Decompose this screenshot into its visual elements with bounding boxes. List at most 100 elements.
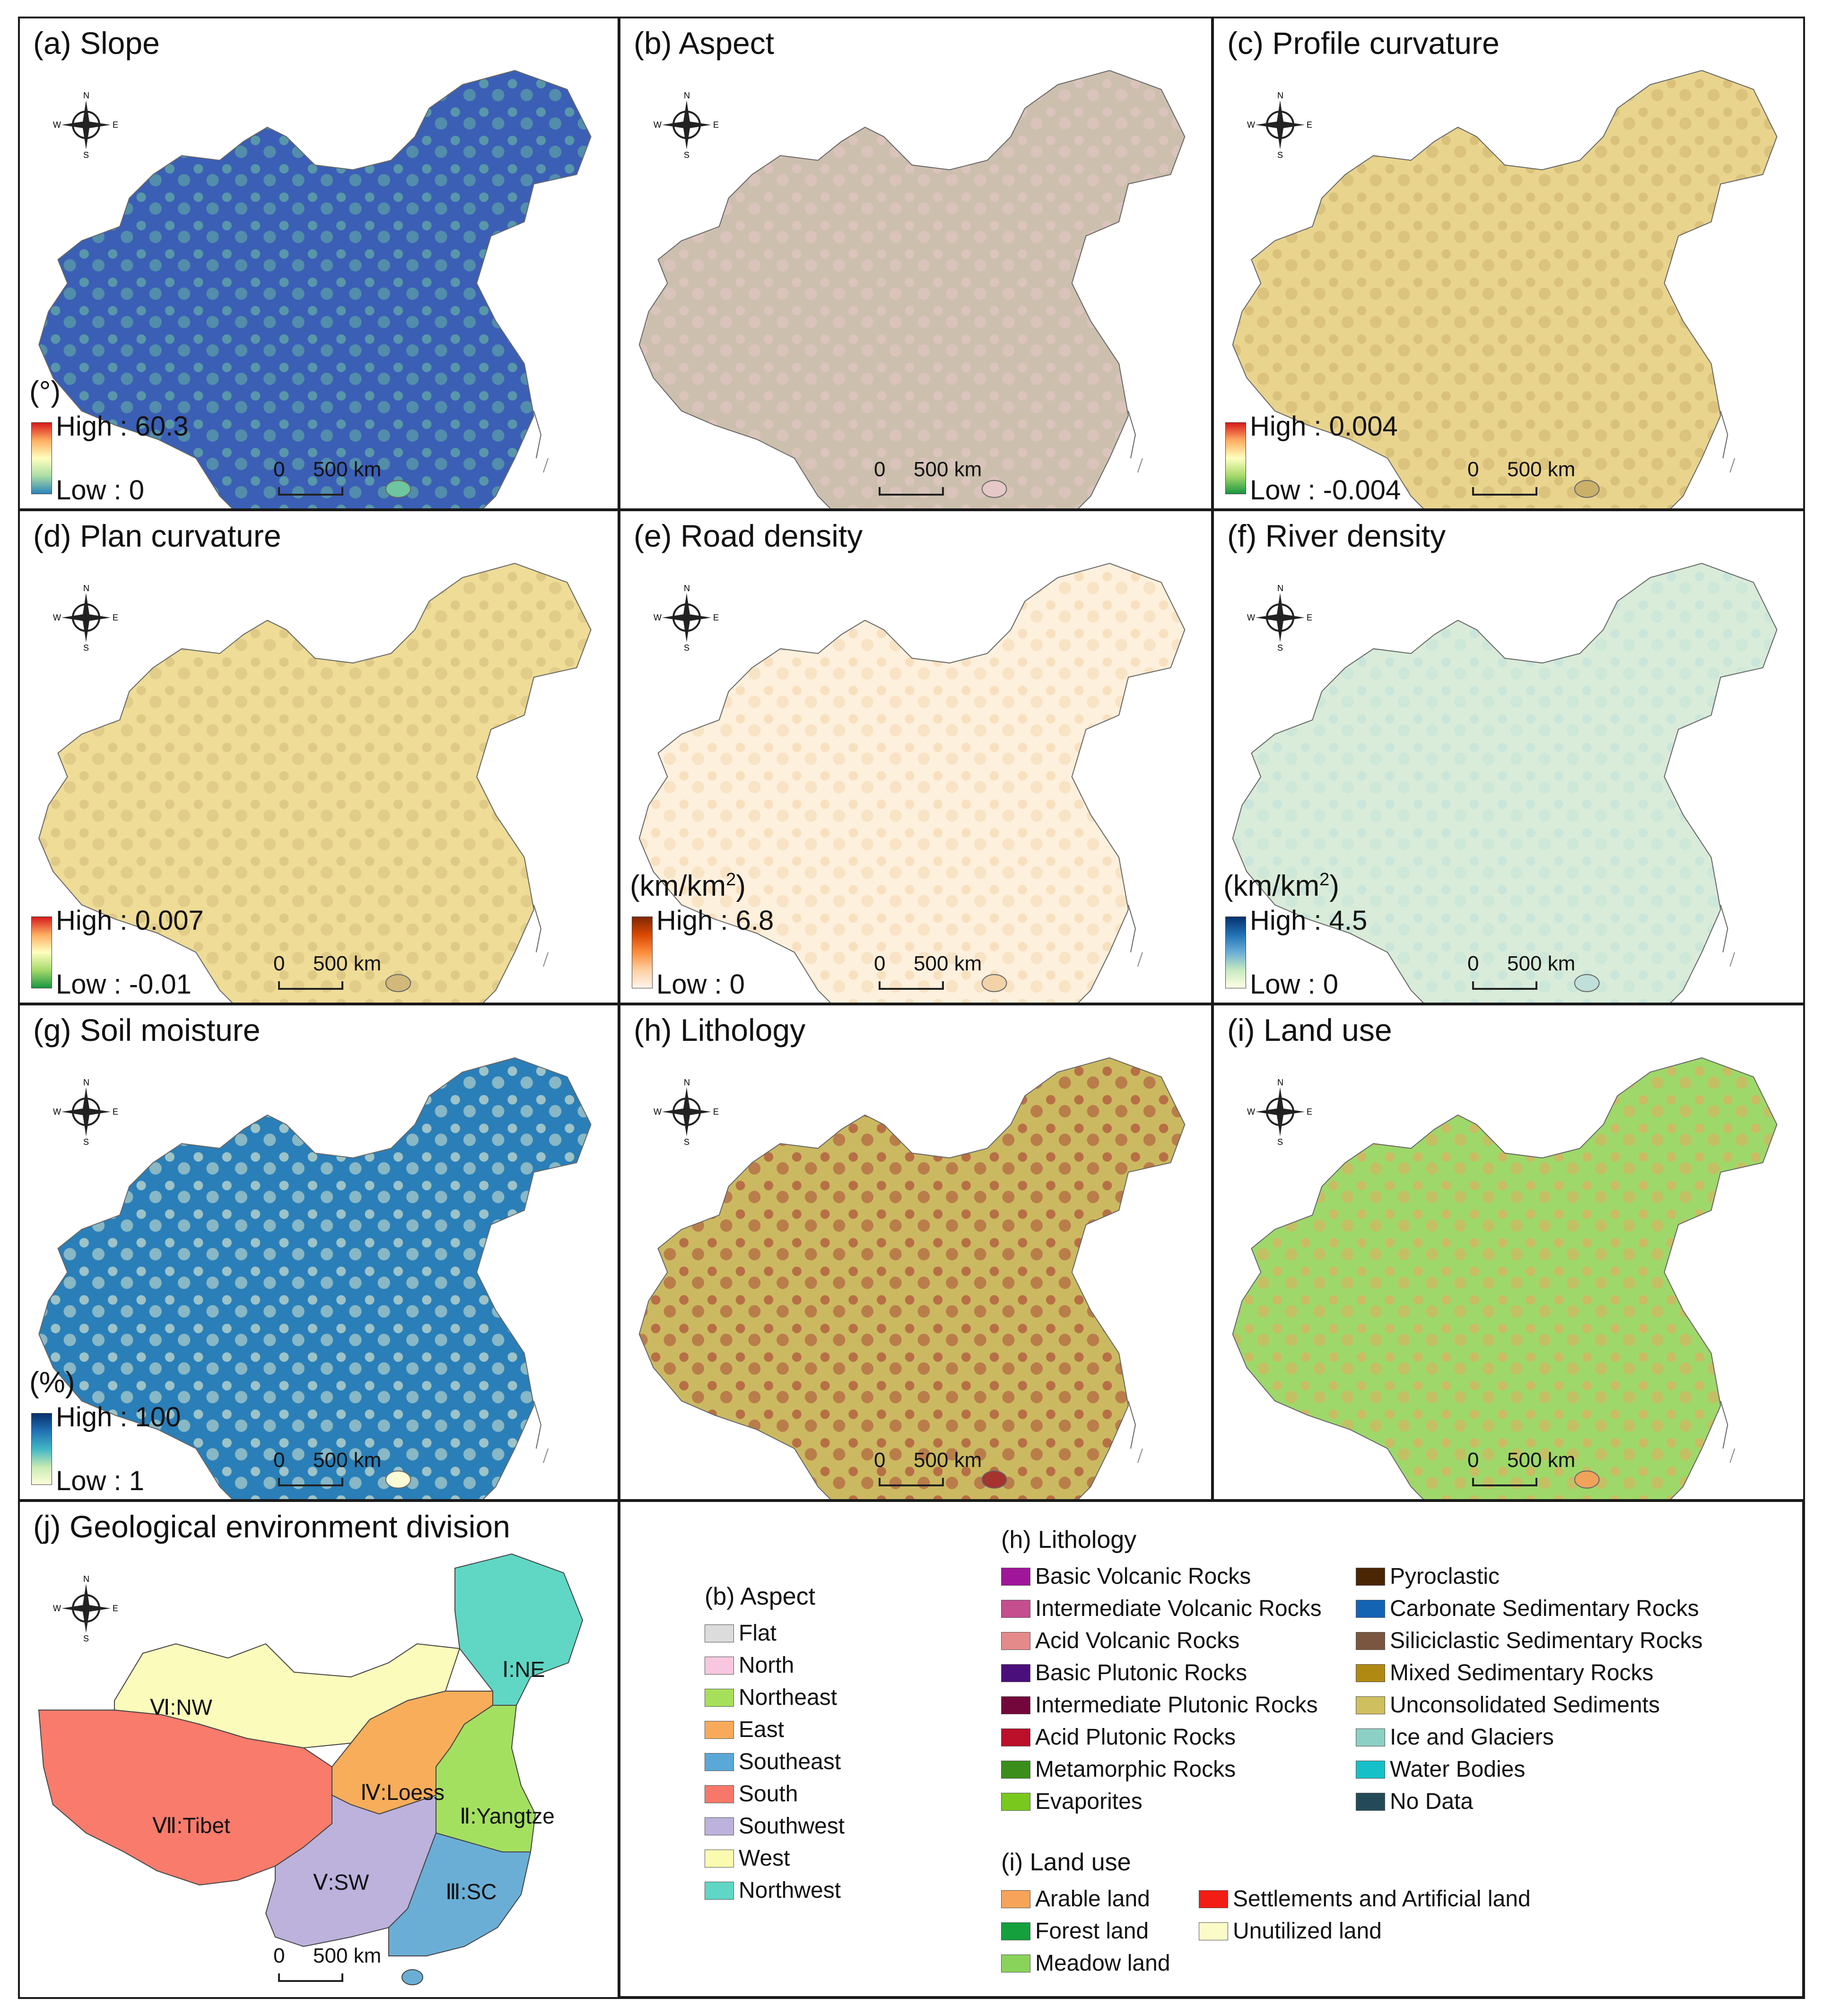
color-ramp [31, 916, 52, 988]
svg-text:W: W [53, 120, 61, 130]
legend-item: Basic Volcanic Rocks [1001, 1563, 1251, 1589]
compass-rose-icon: N S E W [654, 585, 719, 651]
scale-bar: 0 500 km [273, 952, 415, 995]
legend-item: Intermediate Volcanic Rocks [1001, 1596, 1322, 1622]
legend-swatch [1356, 1567, 1385, 1586]
svg-text:E: E [1307, 120, 1312, 130]
china-map [38, 1057, 592, 1499]
svg-text:E: E [713, 1107, 719, 1117]
legend-item: Water Bodies [1356, 1756, 1525, 1782]
legend-panel: (b) Aspect Flat North Northeast East Southea… [619, 1500, 1805, 1999]
scale-bar: 0 500 km [273, 458, 415, 500]
label-nw: Ⅵ:NW [150, 1695, 212, 1719]
legend-high: High : 0.007 [56, 905, 204, 936]
legend-unit: (°) [29, 375, 61, 408]
legend-swatch [1199, 1890, 1228, 1908]
compass-rose-icon: N S E W [1247, 92, 1312, 158]
legend-item: Flat [705, 1620, 776, 1646]
svg-text:S: S [83, 150, 89, 158]
label-yangtze: Ⅱ:Yangtze [460, 1804, 555, 1828]
compass-rose-icon: N S E W [654, 92, 719, 158]
legend-item: West [705, 1845, 790, 1871]
svg-text:E: E [1307, 613, 1312, 622]
svg-text:W: W [1247, 120, 1255, 130]
legend-low: Low : 0 [656, 969, 745, 1000]
legend-swatch [1001, 1567, 1030, 1586]
region-sc [388, 1832, 532, 1956]
china-map [38, 70, 592, 508]
svg-text:N: N [83, 1079, 89, 1087]
panel-title: (g) Soil moisture [33, 1012, 261, 1047]
label-sc: Ⅲ:SC [445, 1879, 497, 1904]
panel-title: (h) Lithology [634, 1012, 806, 1047]
svg-text:W: W [53, 1604, 61, 1613]
svg-text:E: E [713, 613, 719, 622]
color-ramp [31, 422, 52, 494]
svg-text:W: W [53, 1107, 61, 1117]
legend-swatch [705, 1656, 734, 1675]
label-ne: Ⅰ:NE [502, 1657, 545, 1682]
legend-item: Arable land [1001, 1886, 1150, 1912]
scale-bar: 0 500 km [1467, 458, 1609, 500]
legend-swatch [1356, 1664, 1385, 1682]
svg-text:N: N [684, 585, 690, 593]
legend-item: Metamorphic Rocks [1001, 1756, 1236, 1782]
legend-swatch [1001, 1599, 1030, 1618]
scale-bar: 0 500 km [273, 1944, 415, 1987]
svg-text:S: S [83, 1634, 89, 1641]
legend-swatch [1001, 1760, 1030, 1779]
svg-text:W: W [654, 1107, 662, 1117]
legend-swatch [1199, 1922, 1228, 1940]
legend-unit: (km/km2) [1223, 870, 1339, 902]
scale-bar: 0 500 km [1467, 1449, 1609, 1491]
panel-geological-division: (j) Geological environment division N S … [18, 1500, 619, 1999]
svg-text:W: W [654, 613, 662, 622]
svg-text:E: E [713, 120, 719, 130]
panel-title: (b) Aspect [634, 26, 775, 61]
legend-item: Settlements and Artificial land [1199, 1886, 1531, 1912]
label-sw: Ⅴ:SW [313, 1870, 369, 1894]
panel-title: (f) River density [1227, 518, 1446, 553]
legend-swatch [1356, 1696, 1385, 1714]
compass-rose-icon: N S E W [53, 1575, 118, 1641]
legend-high: High : 6.8 [656, 905, 774, 936]
legend-high: High : 0.004 [1250, 411, 1398, 442]
svg-text:S: S [1277, 643, 1283, 651]
legend-item: Carbonate Sedimentary Rocks [1356, 1596, 1699, 1622]
scale-bar: 0 500 km [874, 458, 1016, 500]
svg-text:N: N [1277, 585, 1283, 593]
svg-text:S: S [83, 1137, 89, 1145]
color-ramp [1225, 422, 1246, 494]
legend-landuse-title: (i) Land use [1001, 1849, 1131, 1876]
svg-text:W: W [53, 613, 61, 622]
legend-swatch [1001, 1632, 1030, 1650]
legend-low: Low : 0 [1250, 969, 1338, 1000]
legend-swatch [1001, 1728, 1030, 1746]
panel-slope: (a) Slope N S E W (°) High : 60.3 Low : 0 … [18, 17, 619, 510]
legend-item: Unconsolidated Sediments [1356, 1692, 1660, 1718]
compass-rose-icon: N S E W [1247, 585, 1312, 651]
legend-item: No Data [1356, 1789, 1473, 1815]
svg-text:S: S [1277, 150, 1283, 158]
svg-text:S: S [684, 1137, 689, 1145]
legend-item: Acid Plutonic Rocks [1001, 1724, 1236, 1750]
legend-item: Evaporites [1001, 1789, 1143, 1815]
svg-text:N: N [684, 92, 690, 100]
legend-item: North [705, 1652, 794, 1678]
panel-river-density: (f) River density N S E W (km/km2) High :… [1212, 509, 1805, 1004]
legend-item: Unutilized land [1199, 1918, 1382, 1944]
svg-text:S: S [83, 643, 89, 651]
china-map [38, 563, 592, 1003]
legend-swatch [705, 1881, 734, 1900]
svg-text:N: N [83, 585, 89, 593]
panel-road-density: (e) Road density N S E W (km/km2) High : … [619, 509, 1213, 1004]
scale-bar: 0 500 km [874, 1449, 1016, 1491]
legend-low: Low : -0.004 [1250, 475, 1401, 506]
legend-item: Southeast [705, 1749, 841, 1775]
scale-bar: 0 500 km [273, 1449, 415, 1491]
legend-swatch [705, 1753, 734, 1771]
compass-rose-icon: N S E W [53, 1079, 118, 1145]
svg-text:W: W [1247, 613, 1255, 622]
legend-item: Acid Volcanic Rocks [1001, 1628, 1239, 1654]
panel-title: (c) Profile curvature [1227, 26, 1500, 61]
